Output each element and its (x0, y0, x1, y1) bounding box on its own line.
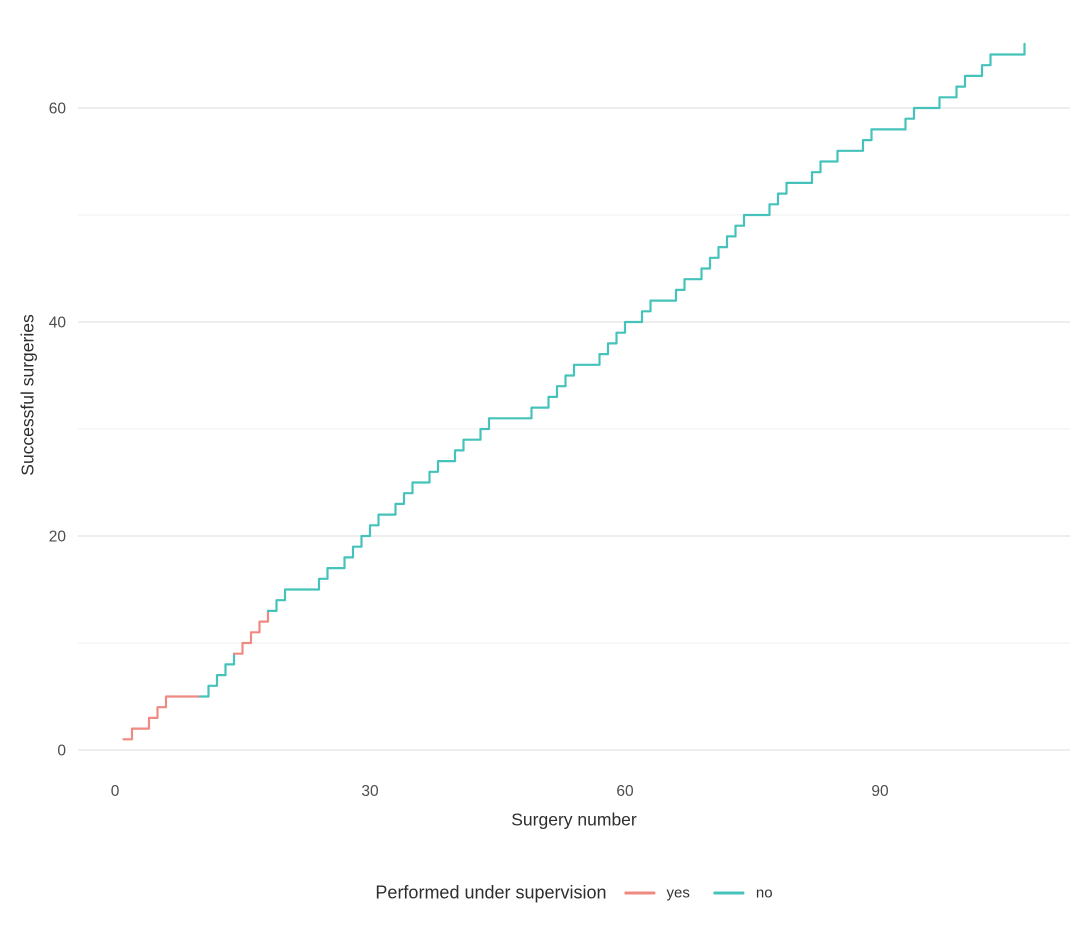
legend-key-no-line (713, 891, 745, 895)
x-tick-label: 0 (111, 783, 120, 800)
step-line-no (198, 652, 236, 698)
legend-label-no: no (755, 884, 773, 902)
x-tick-label: 60 (616, 783, 634, 800)
x-axis-title: Surgery number (511, 809, 637, 830)
step-line-no (266, 42, 1026, 612)
step-line-yes (232, 609, 270, 655)
legend-label-yes: yes (666, 884, 690, 902)
x-tick-label: 30 (361, 783, 379, 800)
y-tick-label: 20 (49, 529, 67, 546)
y-axis-title: Successful surgeries (17, 314, 38, 476)
legend-title: Performed under supervision (375, 882, 607, 903)
legend-key-yes-line (624, 891, 656, 895)
y-tick-label: 0 (57, 743, 66, 760)
x-tick-label: 90 (871, 783, 889, 800)
y-tick-label: 40 (49, 315, 67, 332)
step-line-yes (122, 695, 202, 741)
y-tick-label: 60 (49, 101, 67, 118)
legend: Performed under supervision yes no (375, 883, 772, 904)
